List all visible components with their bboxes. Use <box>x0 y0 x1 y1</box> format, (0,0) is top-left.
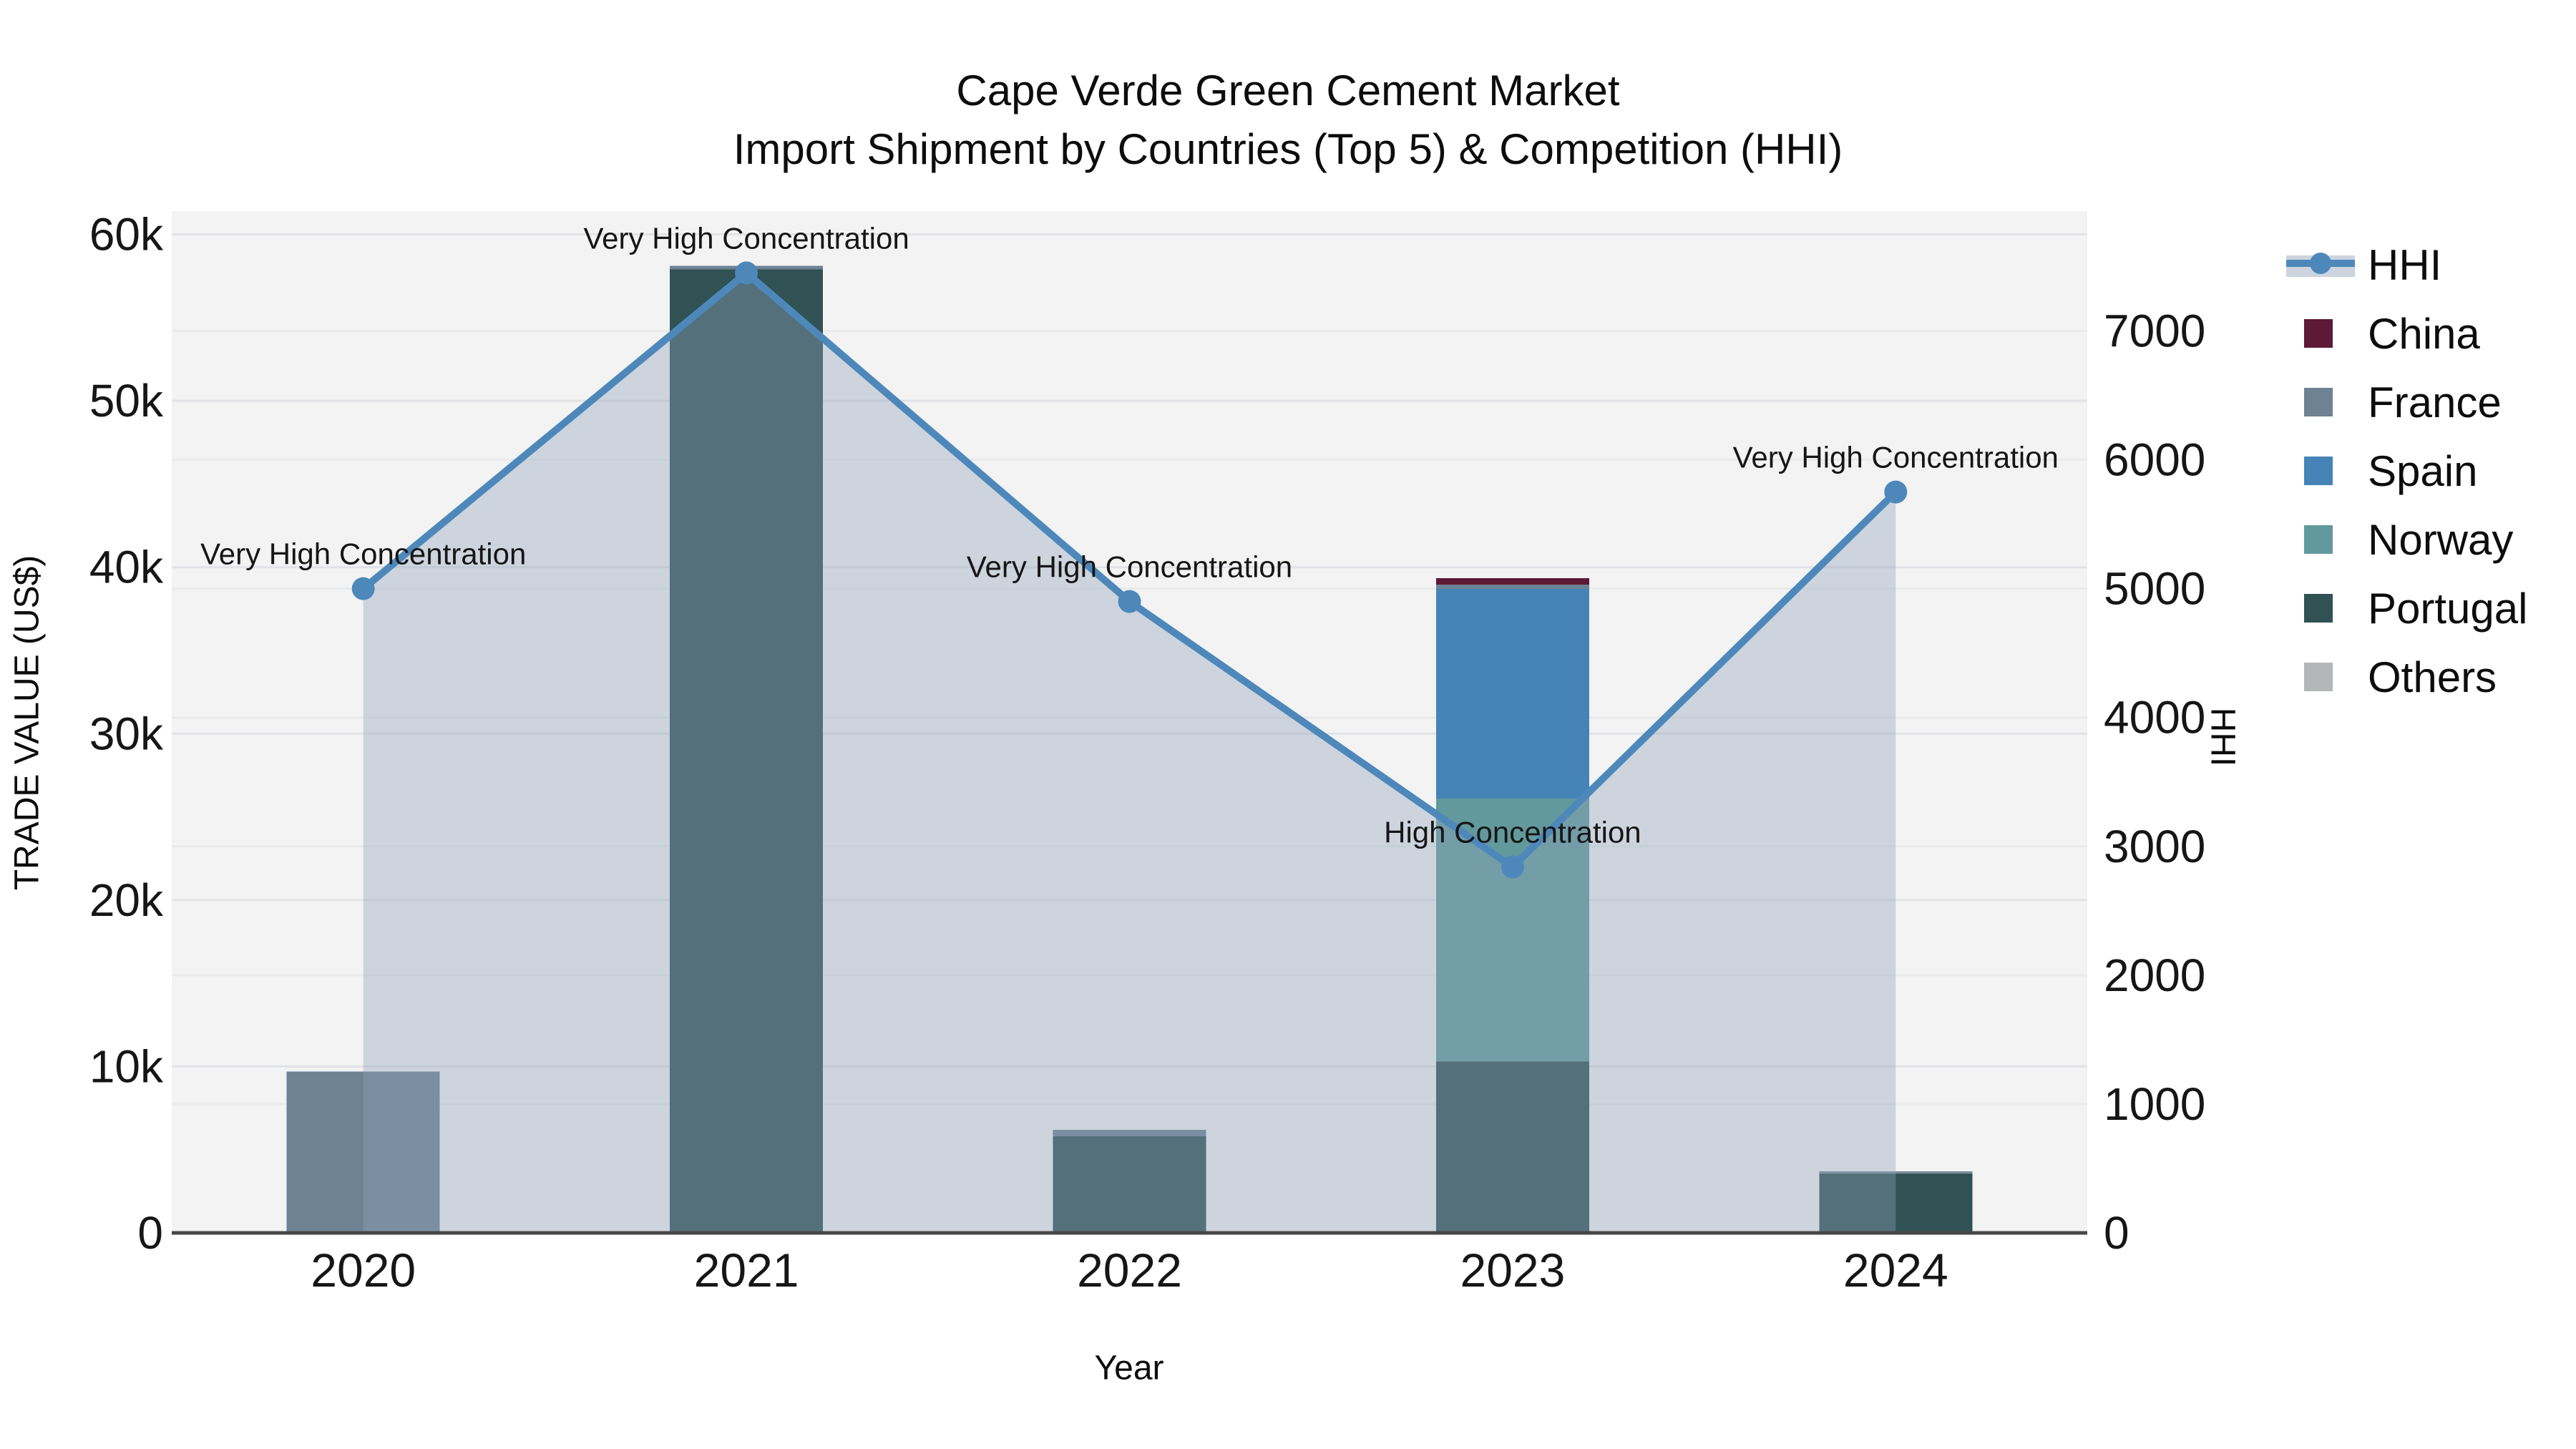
hhi-marker-2021[interactable] <box>735 261 758 285</box>
spain-color-swatch <box>2304 457 2333 485</box>
x-tick-label: 2020 <box>311 1244 416 1297</box>
legend: HHI China France Spain Norway Portugal Others <box>2286 241 2527 725</box>
hhi-line-icon <box>2286 244 2355 286</box>
bar-segment-france <box>1053 1129 1206 1137</box>
france-color-swatch <box>2304 388 2333 416</box>
spain-swatch-icon <box>2286 450 2355 492</box>
legend-label: Spain <box>2368 447 2478 495</box>
legend-item-others[interactable]: Others <box>2286 653 2527 701</box>
bar-segment-norway <box>1435 799 1589 1062</box>
x-tick-label: 2023 <box>1460 1244 1565 1297</box>
y-right-tick-label: 2000 <box>2104 950 2205 1001</box>
legend-label: HHI <box>2368 240 2442 289</box>
y-axis-title-right: HHI <box>2203 707 2242 767</box>
y-right-tick-label: 1000 <box>2104 1078 2205 1130</box>
legend-label: Norway <box>2368 515 2514 564</box>
x-tick-label: 2022 <box>1077 1244 1182 1297</box>
portugal-swatch-icon <box>2286 587 2355 629</box>
norway-swatch-icon <box>2286 519 2355 560</box>
legend-item-france[interactable]: France <box>2286 379 2527 426</box>
legend-label: Others <box>2368 653 2497 701</box>
y-right-tick-label: 5000 <box>2104 563 2205 615</box>
x-tick-label: 2024 <box>1843 1244 1948 1297</box>
hhi-fill-area <box>363 273 1896 1233</box>
legend-item-china[interactable]: China <box>2286 310 2527 358</box>
china-swatch-icon <box>2286 313 2355 354</box>
bar-segment-portugal <box>1053 1136 1206 1233</box>
hhi-marker-sample <box>2310 253 2331 274</box>
bar-segment-portugal <box>1435 1061 1589 1233</box>
legend-item-hhi[interactable]: HHI <box>2286 241 2527 289</box>
annotation-2024: Very High Concentration <box>1733 441 2059 474</box>
y-left-tick-label: 0 <box>137 1207 163 1259</box>
bar-segment-france <box>1435 585 1589 589</box>
hhi-marker-2024[interactable] <box>1884 480 1908 504</box>
annotation-2022: Very High Concentration <box>967 550 1292 584</box>
bar-segment-portugal <box>1819 1173 1973 1233</box>
y-left-tick-label: 60k <box>89 209 164 260</box>
legend-label: France <box>2368 378 2502 426</box>
legend-label: Portugal <box>2368 584 2528 633</box>
hhi-marker-2020[interactable] <box>351 577 375 600</box>
y-right-tick-label: 7000 <box>2104 306 2205 357</box>
y-left-tick-label: 30k <box>89 708 164 759</box>
hhi-marker-2023[interactable] <box>1501 855 1524 879</box>
france-swatch-icon <box>2286 381 2355 423</box>
legend-item-norway[interactable]: Norway <box>2286 516 2527 564</box>
y-right-tick-label: 6000 <box>2104 434 2205 486</box>
others-color-swatch <box>2304 663 2333 691</box>
y-left-tick-label: 50k <box>89 375 164 426</box>
plot-background <box>172 211 2087 1233</box>
bar-segment-china <box>1435 577 1589 585</box>
y-right-tick-label: 4000 <box>2104 692 2205 743</box>
annotation-2021: Very High Concentration <box>583 221 909 255</box>
y-axis-title-left: TRADE VALUE (US$) <box>8 555 47 891</box>
others-swatch-icon <box>2286 656 2355 698</box>
chart-title-line2: Import Shipment by Countries (Top 5) & C… <box>733 125 1843 173</box>
y-left-tick-label: 10k <box>89 1040 164 1092</box>
bar-segment-portugal <box>670 269 824 1233</box>
portugal-color-swatch <box>2304 594 2333 623</box>
x-axis-title: Year <box>1094 1349 1164 1387</box>
y-right-tick-label: 3000 <box>2104 821 2205 872</box>
chart-title-line1: Cape Verde Green Cement Market <box>956 67 1620 114</box>
legend-item-portugal[interactable]: Portugal <box>2286 585 2527 633</box>
y-right-tick-label: 0 <box>2104 1207 2129 1259</box>
y-left-tick-label: 40k <box>89 542 164 593</box>
china-color-swatch <box>2304 319 2333 348</box>
bar-segment-france <box>1819 1171 1973 1174</box>
legend-item-spain[interactable]: Spain <box>2286 447 2527 495</box>
norway-color-swatch <box>2304 525 2333 554</box>
bar-segment-spain <box>1435 588 1589 799</box>
annotation-2023: High Concentration <box>1384 816 1641 849</box>
legend-label: China <box>2368 309 2480 358</box>
annotation-2020: Very High Concentration <box>200 537 526 571</box>
y-left-tick-label: 20k <box>89 874 164 926</box>
bar-segment-france <box>286 1071 440 1233</box>
chart-title: Cape Verde Green Cement Market Import Sh… <box>0 62 2576 179</box>
x-tick-label: 2021 <box>694 1244 799 1297</box>
hhi-marker-2022[interactable] <box>1118 590 1141 613</box>
